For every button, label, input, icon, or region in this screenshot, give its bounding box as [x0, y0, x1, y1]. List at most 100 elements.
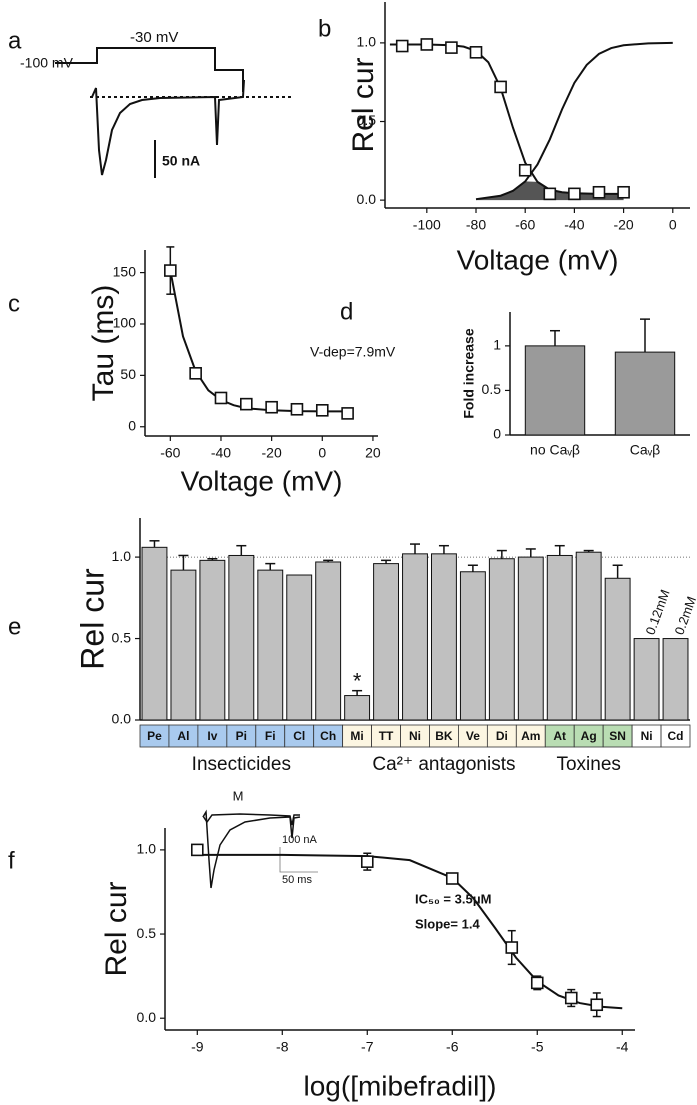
bar: [402, 553, 428, 721]
panel-letter: c: [8, 290, 20, 317]
point: [518, 163, 532, 177]
annotation: IC₅₀ = 3.5μM: [415, 891, 492, 906]
point: [240, 397, 253, 411]
voltage-protocol: [55, 47, 244, 92]
inset-scale-bar: [279, 847, 318, 873]
y-tick-label: 0: [128, 417, 136, 433]
bar: [524, 345, 586, 436]
x-tick-label: Ag: [581, 729, 597, 743]
y-tick-label: 0: [493, 426, 501, 442]
bar: [199, 559, 226, 721]
annotation: V-dep=7.9mV: [310, 344, 396, 360]
y-tick-label: 1.0: [357, 34, 377, 50]
y-tick-label: 1.0: [112, 548, 132, 564]
bar: [257, 569, 284, 721]
x-tick-label: Ve: [466, 729, 480, 743]
annotation: 50 ms: [282, 874, 312, 886]
y-axis-label: Rel cur: [74, 568, 110, 670]
x-tick-label: -100: [413, 217, 441, 233]
x-tick-label: Caᵥβ: [630, 442, 660, 458]
x-tick-label: Iv: [207, 729, 217, 743]
x-tick-label: TT: [379, 729, 394, 743]
bar: [228, 554, 255, 721]
fit-curve: [475, 41, 673, 201]
x-tick-label: -40: [564, 217, 584, 233]
x-tick-label: Pe: [147, 729, 162, 743]
bar: [546, 554, 573, 721]
point: [592, 185, 606, 199]
group-label: Ca²⁺ antagonists: [372, 754, 515, 775]
annotation: 50 nA: [162, 153, 200, 169]
x-tick-label: -60: [515, 217, 535, 233]
point: [265, 400, 278, 414]
point: [445, 872, 459, 885]
x-tick-label: At: [553, 729, 566, 743]
bar: [488, 558, 515, 721]
x-tick-label: -40: [211, 445, 231, 461]
inset-control-trace: [202, 809, 301, 889]
panel-letter: f: [8, 847, 15, 874]
x-tick-label: -20: [262, 445, 282, 461]
x-axis-label: Voltage (mV): [181, 465, 343, 496]
bar: [170, 569, 197, 721]
y-tick-label: 50: [120, 366, 136, 382]
fit-curve: [197, 853, 623, 1010]
y-tick-label: 150: [113, 263, 137, 279]
point: [395, 39, 409, 53]
fit-curve: [169, 270, 348, 413]
bar: [604, 577, 631, 721]
x-tick-label: -60: [160, 445, 180, 461]
point: [590, 998, 604, 1012]
panel-letter: e: [8, 613, 21, 640]
x-axis-label: log([mibefradil]): [304, 1070, 497, 1101]
annotation: 0.12mM: [643, 587, 673, 636]
x-tick-label: -8: [276, 1039, 289, 1055]
y-axis-label: Fold increase: [461, 328, 477, 418]
y-axis-label: Rel cur: [100, 881, 133, 976]
bar: [517, 556, 544, 721]
annotation: -30 mV: [130, 29, 178, 46]
point: [564, 991, 578, 1005]
inset-drug-trace: [202, 813, 300, 826]
x-tick-label: Cl: [293, 729, 305, 743]
y-axis-label: Rel cur: [347, 57, 380, 152]
y-tick-label: 0.0: [112, 711, 132, 727]
bar: [633, 638, 660, 721]
x-tick-label: Di: [496, 729, 508, 743]
annotation: 100 nA: [282, 834, 318, 846]
x-tick-label: Ch: [320, 729, 336, 743]
bar: [141, 546, 168, 721]
y-tick-label: 100: [113, 315, 137, 331]
annotation: *: [353, 668, 362, 693]
x-tick-label: no Caᵥβ: [530, 442, 580, 458]
point: [360, 855, 374, 868]
x-tick-label: Al: [177, 729, 189, 743]
x-tick-label: SN: [609, 729, 626, 743]
x-tick-label: Cd: [668, 729, 684, 743]
bar: [575, 551, 602, 721]
annotation: 0.2mM: [671, 594, 697, 636]
point: [189, 367, 202, 380]
panel-letter: a: [8, 27, 22, 54]
bar: [373, 563, 399, 721]
bar: [344, 695, 371, 721]
point: [315, 404, 329, 417]
bar: [431, 553, 457, 721]
x-tick-label: Ni: [641, 729, 653, 743]
x-tick-label: -5: [531, 1039, 544, 1055]
y-tick-label: 0.5: [482, 381, 502, 397]
point: [341, 407, 354, 420]
annotation: Slope= 1.4: [415, 916, 480, 931]
x-axis-label: Voltage (mV): [457, 244, 619, 275]
point: [214, 391, 228, 405]
y-tick-label: 0.0: [137, 1009, 157, 1025]
bar: [614, 351, 676, 436]
point: [505, 941, 519, 954]
panel-letter: d: [340, 298, 353, 325]
point: [494, 80, 507, 94]
x-tick-label: 20: [365, 445, 381, 461]
x-tick-label: 0: [669, 217, 677, 233]
point: [469, 46, 483, 59]
point: [420, 38, 434, 51]
